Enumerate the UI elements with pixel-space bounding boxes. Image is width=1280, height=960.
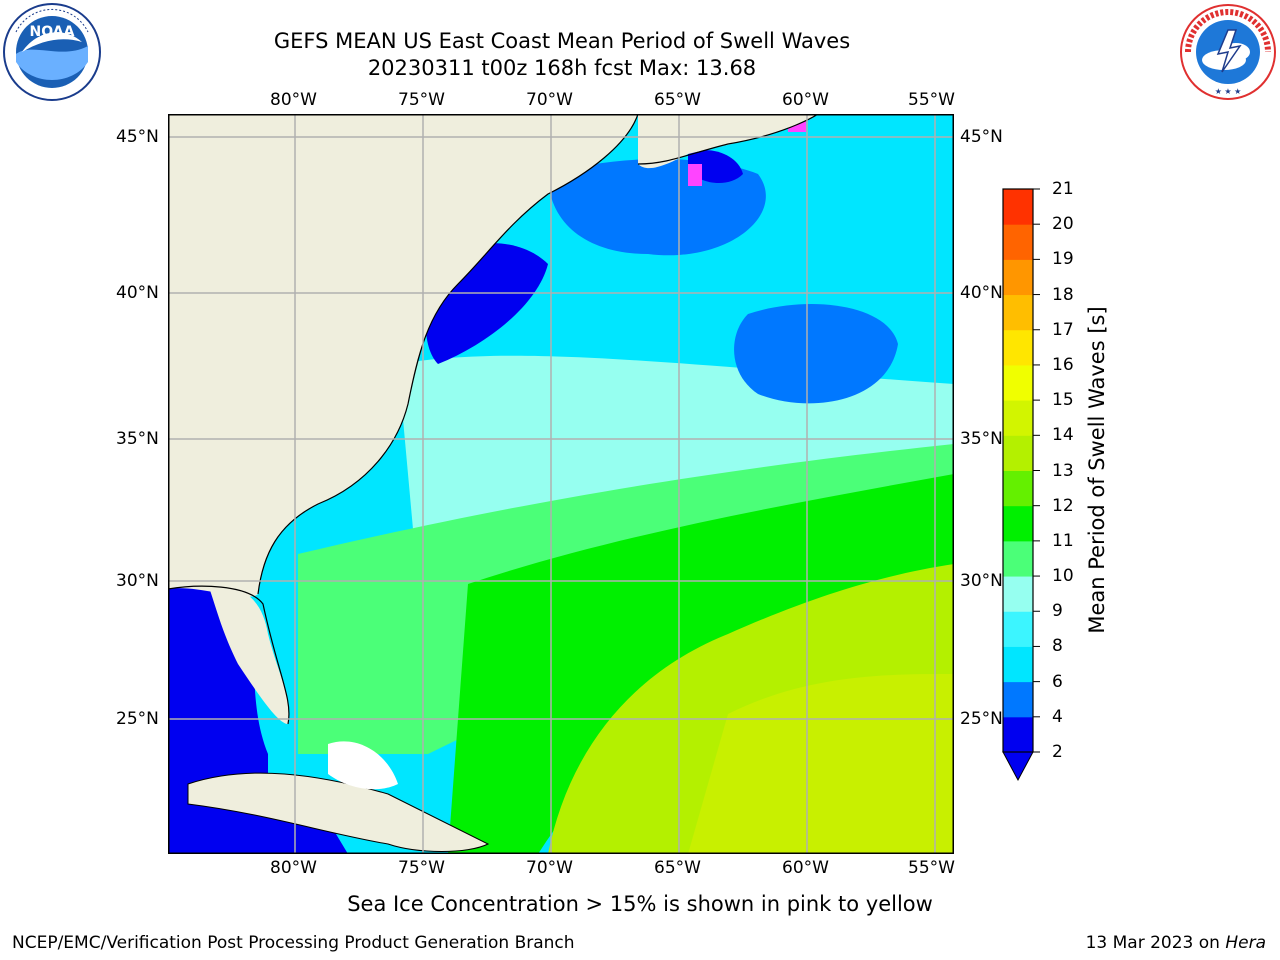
colorbar-tick-label: 6 [1052,671,1063,692]
colorbar-tick-label: 12 [1052,495,1074,516]
colorbar-label: Mean Period of Swell Waves [s] [1085,306,1109,634]
colorbar-swatch [1003,435,1033,471]
colorbar-swatches [1002,188,1040,782]
colorbar-tick-label: 19 [1052,249,1074,270]
swell-period-map [168,114,954,854]
lon-label-bottom: 80°W [270,858,317,878]
colorbar-tick-label: 13 [1052,460,1074,481]
colorbar-swatch [1003,259,1033,296]
date-value: 13 Mar 2023 on [1085,933,1220,953]
lat-label-right: 40°N [960,283,1003,303]
lon-label-bottom: 75°W [398,858,445,878]
colorbar-swatch [1003,540,1033,577]
colorbar-tick-label: 15 [1052,390,1074,411]
colorbar-swatch [1003,611,1033,647]
colorbar [1002,188,1040,782]
credit-text: NCEP/EMC/Verification Post Processing Pr… [12,933,575,953]
lon-label-top: 65°W [654,90,701,110]
lat-label-right: 35°N [960,429,1003,449]
lat-label-left: 45°N [116,127,159,147]
colorbar-tick-label: 9 [1052,601,1063,622]
map-subtitle: 20230311 t00z 168h fcst Max: 13.68 [367,56,757,80]
colorbar-swatch [1003,364,1033,401]
noaa-logo-text: NOAA [30,24,75,40]
noaa-logo: NOAA [2,2,102,106]
nws-logo: ★ ★ ★ [1178,2,1278,106]
colorbar-tick-label: 8 [1052,636,1063,657]
colorbar-swatch [1003,224,1033,260]
lon-label-top: 60°W [782,90,829,110]
svg-text:★ ★ ★: ★ ★ ★ [1215,87,1242,96]
colorbar-swatch [1003,646,1033,683]
lat-label-right: 25°N [960,709,1003,729]
colorbar-tick-label: 21 [1052,179,1074,199]
lat-label-right: 30°N [960,571,1003,591]
lat-label-right: 45°N [960,127,1003,147]
lon-label-top: 75°W [398,90,445,110]
colorbar-tick-label: 20 [1052,214,1074,235]
colorbar-tick-label: 14 [1052,425,1074,446]
map-plot [168,114,954,854]
colorbar-tick-label: 18 [1052,284,1074,305]
lat-label-left: 35°N [116,429,159,449]
host-name: Hera [1225,933,1266,953]
sea-ice-note: Sea Ice Concentration > 15% is shown in … [347,892,933,916]
lon-label-bottom: 65°W [654,858,701,878]
colorbar-swatch [1003,681,1033,718]
lon-label-top: 80°W [270,90,317,110]
lon-label-top: 55°W [908,90,955,110]
colorbar-tick-label: 4 [1052,706,1063,727]
map-title: GEFS MEAN US East Coast Mean Period of S… [273,29,851,53]
colorbar-swatch [1003,189,1033,225]
colorbar-tick-label: 2 [1052,742,1063,762]
date-text: 13 Mar 2023 on Hera [1086,933,1266,953]
colorbar-swatch [1003,294,1033,331]
colorbar-swatch [1003,716,1033,753]
lat-label-left: 30°N [116,571,159,591]
lon-label-bottom: 60°W [782,858,829,878]
colorbar-swatch [1003,470,1033,507]
lat-label-left: 40°N [116,283,159,303]
colorbar-tick-label: 16 [1052,354,1074,375]
colorbar-swatch [1003,576,1033,612]
colorbar-tick-label: 10 [1052,566,1074,587]
colorbar-swatch [1003,505,1033,542]
lon-label-top: 70°W [526,90,573,110]
colorbar-tick-label: 11 [1052,530,1074,551]
colorbar-extend-arrow [1002,751,1034,782]
colorbar-swatch [1003,329,1033,366]
lat-label-left: 25°N [116,709,159,729]
colorbar-tick-label: 17 [1052,319,1074,340]
colorbar-swatch [1003,400,1033,436]
lon-label-bottom: 70°W [526,858,573,878]
lon-label-bottom: 55°W [908,858,955,878]
